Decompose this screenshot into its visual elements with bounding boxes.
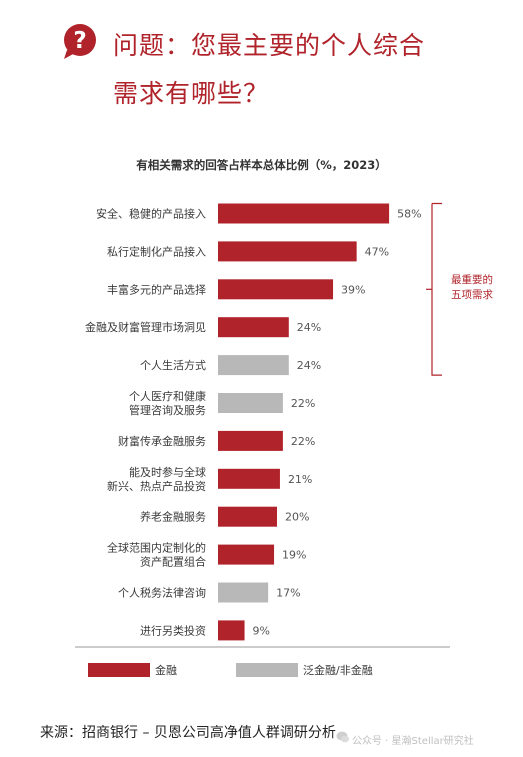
bracket-label: 最重要的 [451,273,493,286]
category-label: 安全、稳健的产品接入 [96,207,206,221]
legend-label: 金融 [155,663,177,677]
category-label: 全球范围内定制化的 [107,541,206,555]
bar-chart: 58% 安全、稳健的产品接入 47% 私行定制化产品接入 39% 丰富多元的产品选择 24%… [75,202,493,677]
value-label: 39% [341,283,365,296]
category-label: 丰富多元的产品选择 [107,282,206,296]
chart-title: 有相关需求的回答占样本总体比例（%，2023） [136,158,387,172]
question-bubble-icon: ? [64,24,96,59]
bar [218,203,390,224]
category-label: 私行定制化产品接入 [107,244,206,258]
bar [218,620,245,641]
bar [218,393,283,413]
category-label: 新兴、热点产品投资 [107,479,206,493]
category-label: 金融及财富管理市场洞见 [85,320,206,334]
category-label: 个人生活方式 [140,358,206,372]
category-label: 个人医疗和健康 [129,389,206,403]
value-label: 47% [365,245,389,258]
legend-swatch [88,663,150,677]
bar [218,506,277,527]
top-five-bracket [431,202,442,376]
category-label: 个人税务法律咨询 [118,586,206,600]
wechat-icon [336,731,349,743]
category-label: 养老金融服务 [140,510,206,524]
source-note: 来源：招商银行 – 贝恩公司高净值人群调研分析 [40,725,336,741]
bracket-label: 五项需求 [451,289,493,301]
value-label: 22% [291,397,315,410]
bar [218,582,269,603]
value-label: 9% [253,624,270,637]
value-label: 21% [288,473,312,486]
bar [218,241,357,262]
watermark: 公众号 · 星瀚Stellar研究社 [352,736,474,747]
bar [218,355,289,376]
bar [218,279,334,300]
value-label: 22% [291,435,315,448]
value-label: 19% [282,549,306,562]
value-label: 20% [285,511,309,524]
bar [218,430,283,451]
svg-text:?: ? [73,28,86,54]
category-label: 进行另类投资 [140,623,206,637]
value-label: 58% [397,208,421,221]
category-label: 财富传承金融服务 [118,434,206,448]
page-title-line2: 需求有哪些？ [113,79,270,108]
value-label: 17% [276,587,300,600]
legend-label: 泛金融/非金融 [303,663,373,677]
bar [218,317,289,338]
category-label: 能及时参与全球 [129,465,206,479]
legend-swatch [236,663,298,677]
bar [218,468,280,489]
category-label: 资产配置组合 [140,555,206,569]
page-title-line1: 问题：您最主要的个人综合 [113,31,426,60]
bar [218,544,275,565]
value-label: 24% [297,321,321,334]
value-label: 24% [297,359,321,372]
category-label: 管理咨询及服务 [129,403,206,417]
